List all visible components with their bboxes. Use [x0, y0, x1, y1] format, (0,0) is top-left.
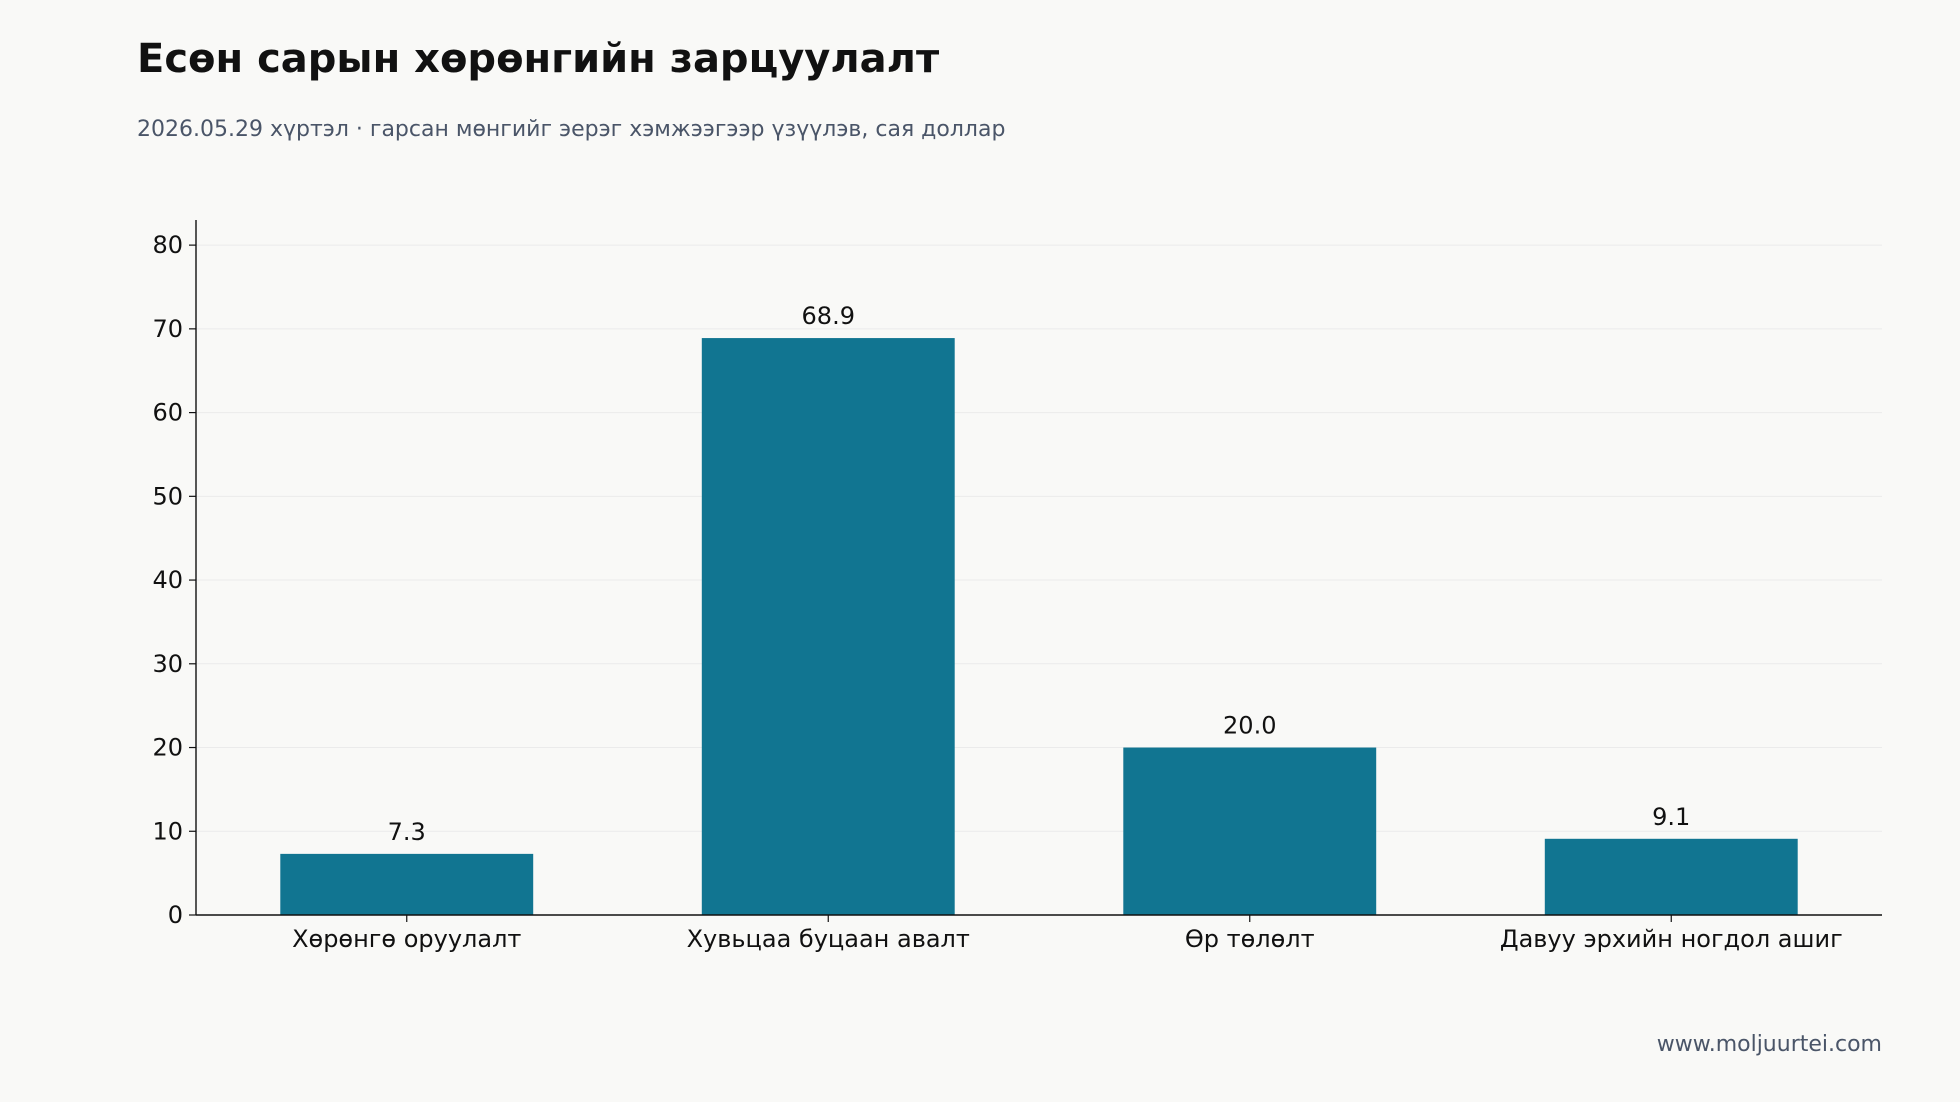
y-tick-label: 40 — [152, 566, 183, 594]
x-tick-label: Хөрөнгө оруулалт — [292, 925, 521, 953]
y-tick-label: 30 — [152, 650, 183, 678]
source-footer: www.moljuurtei.com — [1656, 1032, 1882, 1057]
y-tick-label: 10 — [152, 817, 183, 845]
bar-value-label: 20.0 — [1223, 712, 1276, 740]
y-tick-label: 0 — [168, 901, 183, 929]
x-tick-label: Давуу эрхийн ногдол ашиг — [1500, 925, 1843, 953]
y-tick-label: 60 — [152, 399, 183, 427]
bar — [1123, 747, 1377, 915]
chart-subtitle: 2026.05.29 хүртэл · гарсан мөнгийг эерэг… — [137, 117, 1006, 142]
bar — [1544, 838, 1798, 915]
bar-value-label: 9.1 — [1652, 803, 1690, 831]
bar — [280, 853, 534, 915]
y-tick-label: 70 — [152, 315, 183, 343]
chart-title: Есөн сарын хөрөнгийн зарцуулалт — [137, 36, 940, 82]
bar — [701, 338, 955, 915]
x-tick-label: Хувьцаа буцаан авалт — [687, 925, 970, 953]
y-tick-label: 50 — [152, 482, 183, 510]
bar-value-label: 68.9 — [802, 302, 855, 330]
x-tick-label: Өр төлөлт — [1185, 925, 1315, 953]
bar-value-label: 7.3 — [388, 818, 426, 846]
y-tick-label: 80 — [152, 231, 183, 259]
y-tick-label: 20 — [152, 734, 183, 762]
